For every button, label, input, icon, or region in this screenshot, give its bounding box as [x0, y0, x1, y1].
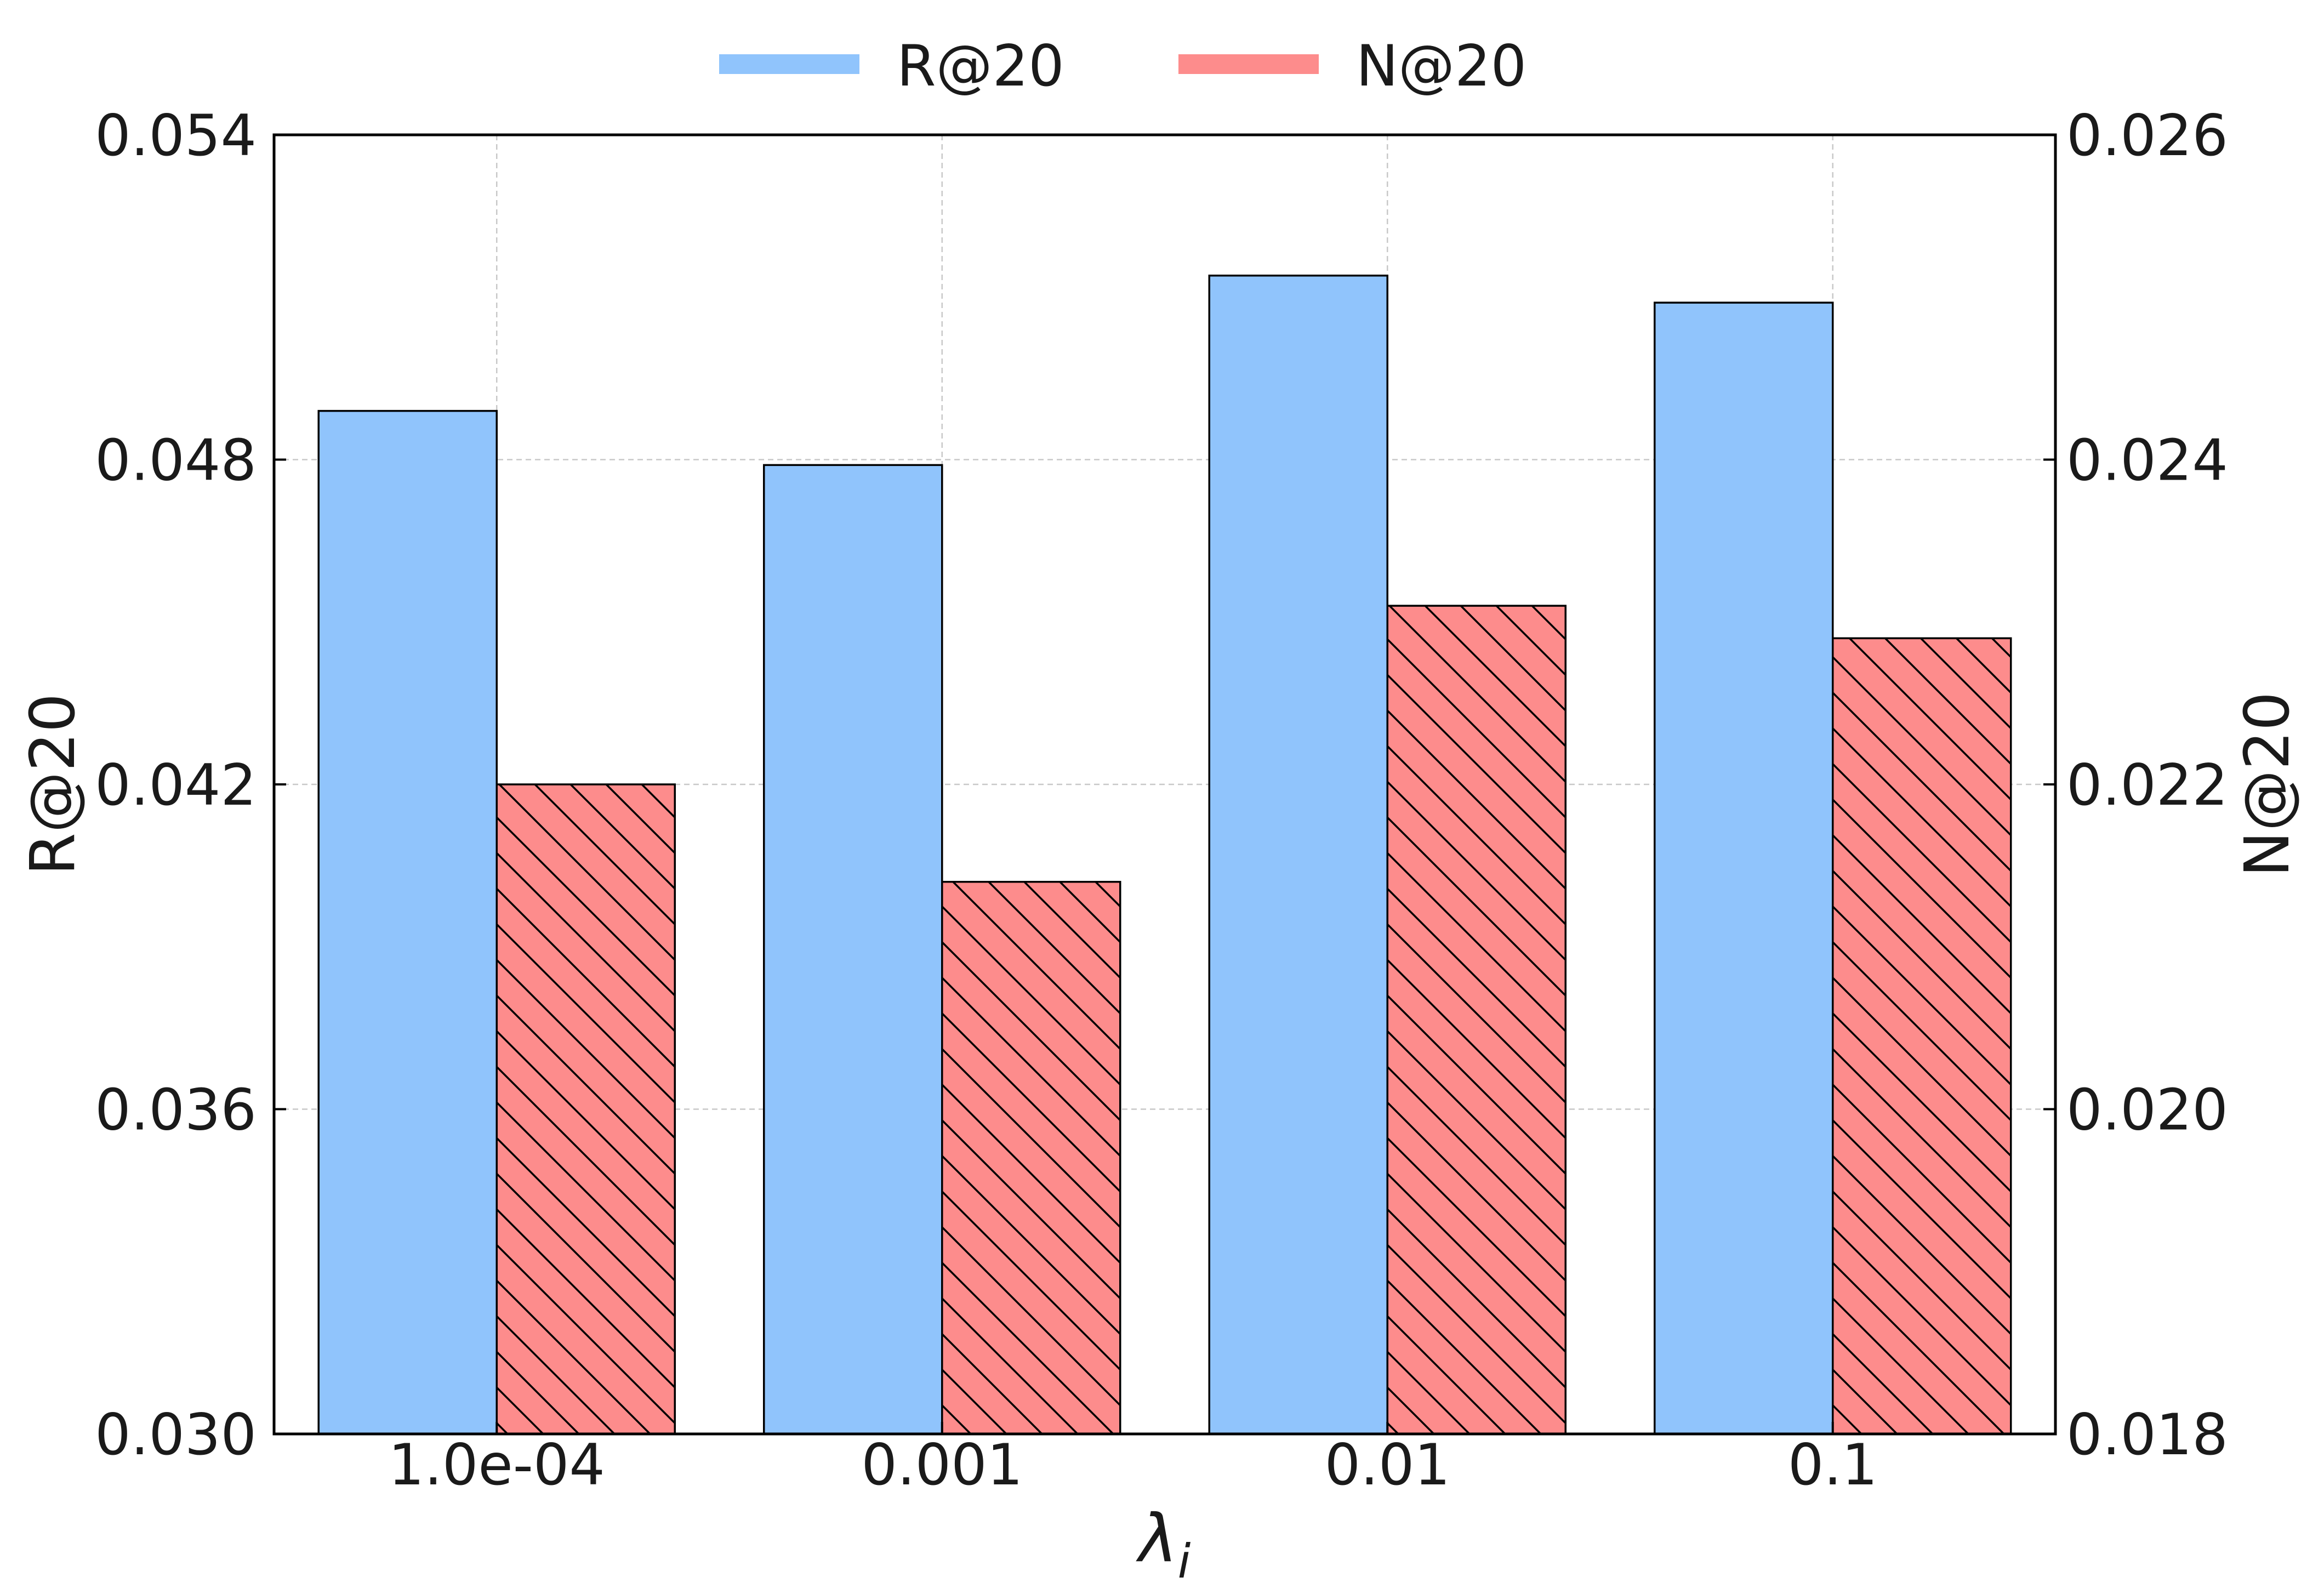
y-axis-left-title: R@20: [18, 693, 89, 875]
x-tick-label: 1.0e-04: [389, 1432, 605, 1498]
y-tick-label-right: 0.022: [2066, 753, 2228, 818]
bar-n20: [495, 783, 676, 1435]
y-tick-label-left: 0.042: [95, 753, 257, 818]
bar-r20: [317, 409, 498, 1435]
legend: R@20 N@20: [719, 33, 1526, 99]
y-axis-right-title: N@20: [2232, 692, 2303, 877]
legend-swatch-r20: [719, 54, 859, 74]
y-tick-label-right: 0.026: [2066, 103, 2228, 169]
x-axis-title-main: λ: [1136, 1501, 1178, 1577]
y-tick-label-left: 0.048: [95, 428, 257, 494]
axis-ticks: 0.030 0.018 0.036 0.020 0.042 0.022 0.048 0.024…: [95, 103, 2228, 1498]
bar-n20: [1386, 605, 1567, 1435]
legend-label-r20: R@20: [897, 33, 1064, 99]
x-axis-title-subscript: i: [1178, 1534, 1191, 1589]
y-tick-label-left: 0.030: [95, 1402, 257, 1468]
x-tick-label: 0.001: [861, 1432, 1023, 1498]
legend-swatch-n20: [1178, 54, 1319, 74]
bar-r20: [1654, 301, 1834, 1435]
y-tick-label-right: 0.024: [2066, 428, 2228, 494]
bar-r20: [763, 464, 943, 1435]
x-tick-label: 0.1: [1788, 1432, 1878, 1498]
x-tick-label: 0.01: [1325, 1432, 1450, 1498]
bar-series-group: [317, 275, 2012, 1435]
y-tick-label-right: 0.020: [2066, 1078, 2228, 1143]
y-tick-label-left: 0.036: [95, 1078, 257, 1143]
y-tick-label-right: 0.018: [2066, 1402, 2228, 1468]
bar-n20: [941, 881, 1121, 1435]
legend-label-n20: N@20: [1356, 33, 1526, 99]
bar-r20: [1208, 275, 1388, 1435]
y-tick-label-left: 0.054: [95, 103, 257, 169]
bar-n20: [1832, 637, 2012, 1435]
x-axis-title: λi: [1136, 1501, 1191, 1589]
